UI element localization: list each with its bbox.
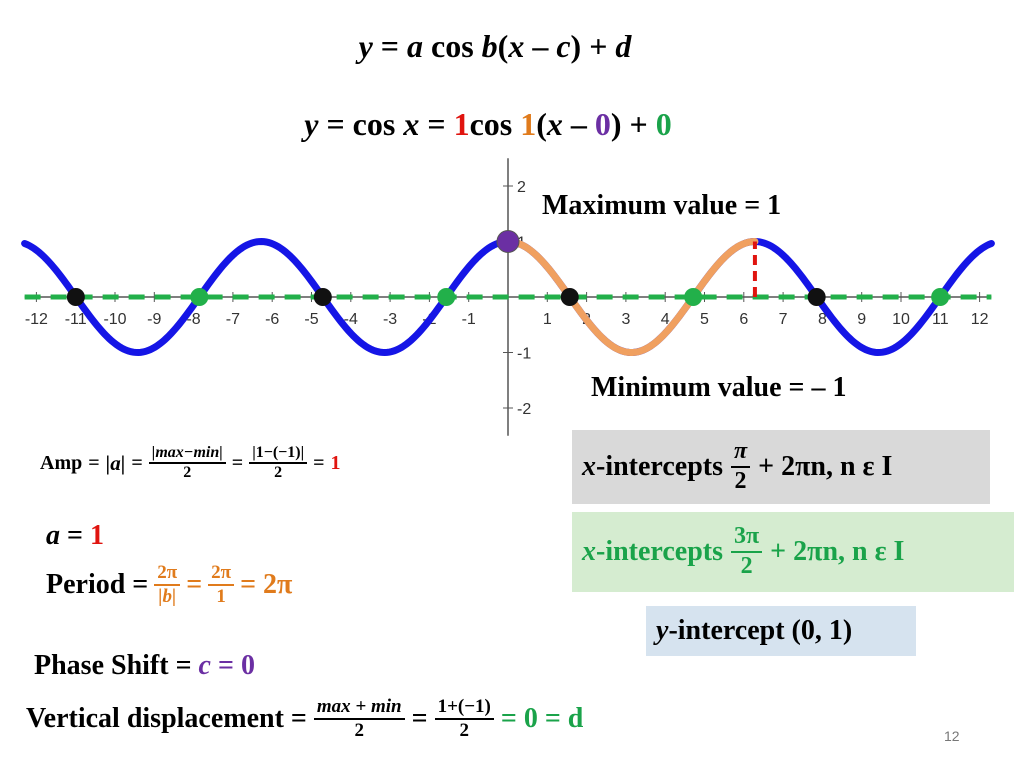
x-tick-label: -7 (226, 311, 240, 328)
x-intercept-point-black (560, 288, 579, 306)
y-tick-label: 1 (517, 235, 526, 252)
amp-fraction-2: |1−(−1)| 2 (249, 444, 308, 483)
x-tick-label: -8 (186, 311, 200, 328)
y-tick-label: -1 (517, 346, 531, 363)
x-tick-label: -4 (344, 311, 358, 328)
x-intercept-point-green (931, 288, 950, 306)
x-tick-label: -9 (147, 311, 161, 328)
amplitude-line: Amp = |a| = |max−min| 2 = |1−(−1)| 2 = 1 (40, 444, 341, 483)
x-intercepts-fraction-2: 3π 2 (731, 523, 763, 580)
maximum-point (496, 230, 520, 253)
y-intercept-box: y -intercept (0, 1) (646, 606, 916, 656)
x-intercept-point-black (66, 288, 85, 306)
general-formula: y = a cos b(x – c) + d (358, 28, 632, 64)
x-tick-label: -3 (383, 311, 397, 328)
x-tick-label: -2 (422, 311, 436, 328)
x-intercept-point-green (437, 288, 456, 306)
vertical-fraction-1: max + min 2 (313, 696, 405, 742)
one-period-highlight (504, 238, 759, 357)
x-intercept-point-green (684, 288, 703, 306)
phase-shift-line: Phase Shift = c = 0 (34, 650, 255, 681)
x-tick-label: 8 (818, 311, 827, 328)
a-value-line: a = 1 (46, 520, 104, 551)
period-line: Period = 2π |b| = 2π 1 = 2π (46, 562, 293, 608)
x-tick-label: -11 (65, 311, 87, 328)
page-number: 12 (944, 728, 960, 744)
x-tick-label: 1 (543, 311, 552, 328)
x-tick-label: 6 (739, 311, 748, 328)
x-tick-label: 7 (779, 311, 788, 328)
min-value-label: Minimum value = – 1 (591, 372, 847, 403)
x-tick-label: 4 (661, 311, 670, 328)
max-value-label: Maximum value = 1 (542, 190, 782, 221)
period-fraction-1: 2π |b| (154, 562, 181, 608)
cosine-curve (21, 237, 995, 357)
vertical-fraction-2: 1+(−1) 2 (434, 696, 494, 742)
period-fraction-2: 2π 1 (208, 562, 235, 608)
x-tick-label: 9 (857, 311, 866, 328)
x-tick-label: -10 (103, 311, 126, 328)
x-tick-label: 2 (582, 311, 591, 328)
y-tick-label: -2 (517, 401, 531, 418)
vertical-displacement-line: Vertical displacement = max + min 2 = 1+(… (26, 696, 584, 742)
x-tick-label: 12 (971, 311, 989, 328)
x-tick-label: 10 (892, 311, 910, 328)
amp-fraction-1: |max−min| 2 (148, 444, 226, 483)
x-tick-label: -5 (304, 311, 318, 328)
specific-formula: y = cos x = 1cos 1(x – 0) + 0 (304, 106, 672, 142)
x-tick-label: -12 (25, 311, 48, 328)
x-intercept-point-black (807, 288, 826, 306)
x-intercept-point-green (190, 288, 209, 306)
x-tick-label: 5 (700, 311, 709, 328)
x-tick-label: -6 (265, 311, 279, 328)
x-tick-label: 3 (621, 311, 630, 328)
y-tick-label: 2 (517, 179, 526, 196)
x-tick-label: 11 (932, 311, 949, 328)
x-tick-label: -1 (462, 311, 476, 328)
x-intercept-point-black (313, 288, 332, 306)
x-intercepts-box-green: x-intercepts 3π 2 + 2πn, n ε I (572, 512, 1014, 592)
